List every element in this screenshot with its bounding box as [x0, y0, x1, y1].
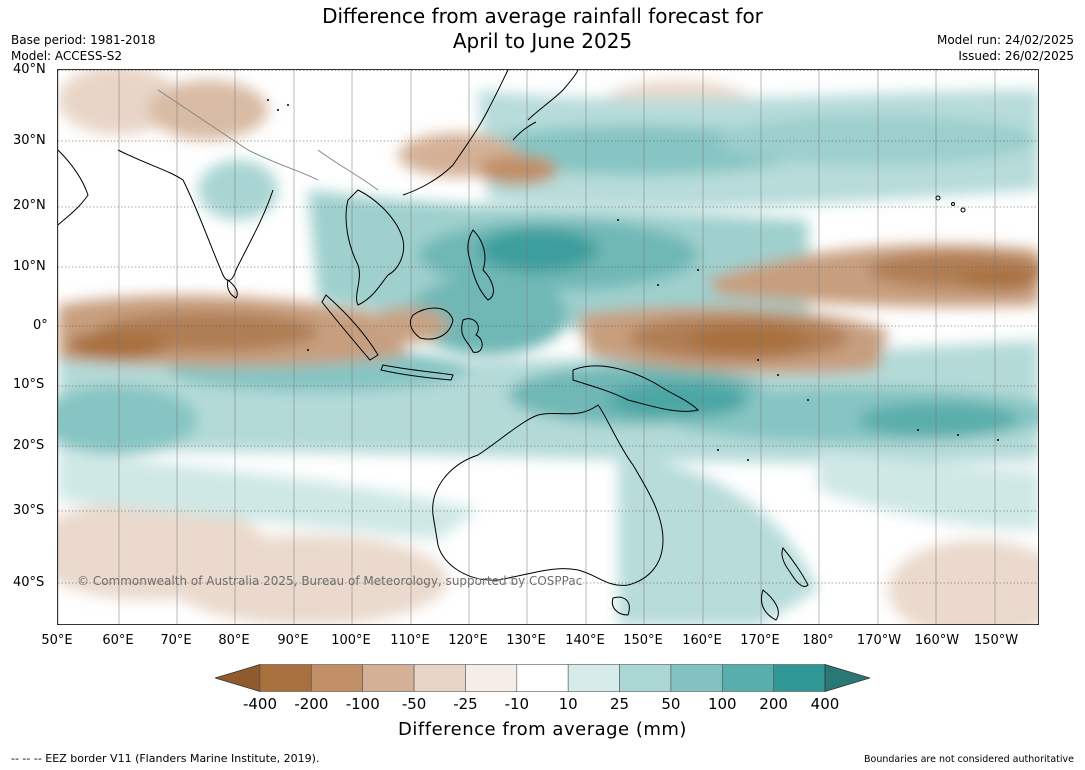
colorbar-segment [465, 664, 518, 692]
lon-label: 50°E [41, 633, 73, 648]
lon-label: 140°E [565, 633, 605, 648]
lon-label: 160°W [914, 633, 960, 648]
colorbar-tick-label: -200 [294, 695, 329, 713]
title-line-1: Difference from average rainfall forecas… [322, 4, 763, 28]
map-title: Difference from average rainfall forecas… [0, 4, 1085, 54]
colorbar-tick-label: -50 [401, 695, 427, 713]
lon-label: 150°E [623, 633, 663, 648]
rainfall-map [57, 69, 1039, 625]
lon-label: 160°E [682, 633, 722, 648]
coastlines [58, 70, 966, 621]
lon-label: 120°E [448, 633, 488, 648]
lon-label: 170°E [740, 633, 780, 648]
colorbar-tick-label: 400 [810, 695, 840, 713]
lon-label: 90°E [277, 633, 309, 648]
base-period: Base period: 1981-2018 [11, 33, 156, 47]
lon-label: 80°E [218, 633, 250, 648]
colorbar-arrow-high [824, 663, 872, 693]
colorbar-segment [567, 664, 620, 692]
colorbar-tick-label: 200 [759, 695, 788, 713]
meta-left: Base period: 1981-2018 Model: ACCESS-S2 [11, 32, 156, 64]
lon-label: 100°E [331, 633, 371, 648]
colorbar-segment [362, 664, 415, 692]
lat-label-0: 0° [33, 318, 48, 333]
country-borders [157, 89, 379, 191]
model-name: Model: ACCESS-S2 [11, 49, 123, 63]
colorbar-tick-label: -400 [242, 695, 278, 713]
lat-label-10n: 10°N [13, 259, 46, 274]
lon-label: 60°E [102, 633, 134, 648]
colorbar-tick-label: 100 [707, 695, 737, 713]
colorbar-segment [619, 664, 672, 692]
issued-date: Issued: 26/02/2025 [958, 49, 1074, 63]
lon-label: 150°W [973, 633, 1019, 648]
meridians [58, 70, 996, 624]
colorbar [213, 663, 872, 693]
lon-label: 70°E [160, 633, 192, 648]
colorbar-segment [670, 664, 723, 692]
colorbar-segment [259, 664, 312, 692]
lon-label: 110°E [390, 633, 430, 648]
lat-label-30s: 30°S [13, 503, 45, 518]
colorbar-title: Difference from average (mm) [398, 719, 687, 740]
map-canvas [58, 70, 1038, 624]
copyright-notice: © Commonwealth of Australia 2025, Bureau… [77, 574, 583, 588]
lon-label: 170°W [856, 633, 902, 648]
lat-label-40s: 40°S [13, 575, 45, 590]
colorbar-tick-label: 50 [661, 695, 681, 713]
eez-footnote: -- -- -- EEZ border V11 (Flanders Marine… [11, 752, 320, 765]
lat-label-40n: 40°N [13, 62, 46, 77]
colorbar-segment [413, 664, 466, 692]
colorbar-tick-label: 10 [558, 695, 578, 713]
lat-label-20n: 20°N [13, 198, 46, 213]
lat-label-20s: 20°S [13, 438, 45, 453]
colorbar-segment [311, 664, 364, 692]
colorbar-segment [516, 664, 569, 692]
lon-label: 180° [802, 633, 834, 648]
model-run: Model run: 24/02/2025 [936, 33, 1074, 47]
colorbar-svg [213, 663, 872, 693]
boundary-disclaimer: Boundaries are not considered authoritat… [864, 754, 1074, 765]
colorbar-segment [773, 664, 826, 692]
meta-right: Model run: 24/02/2025 Issued: 26/02/2025 [937, 32, 1074, 64]
gridlines [58, 70, 1038, 584]
colorbar-tick-label: -10 [504, 695, 530, 713]
anomaly-field [58, 70, 1038, 624]
title-line-2: April to June 2025 [452, 29, 633, 53]
lat-label-30n: 30°N [13, 133, 46, 148]
lat-label-10s: 10°S [13, 377, 45, 392]
colorbar-tick-label: -100 [345, 695, 380, 713]
lon-label: 130°E [506, 633, 546, 648]
colorbar-tick-label: -25 [453, 695, 478, 713]
island-dots [267, 99, 999, 461]
colorbar-arrow-low [213, 663, 261, 693]
colorbar-tick-label: 25 [609, 695, 630, 713]
colorbar-segment [721, 664, 774, 692]
